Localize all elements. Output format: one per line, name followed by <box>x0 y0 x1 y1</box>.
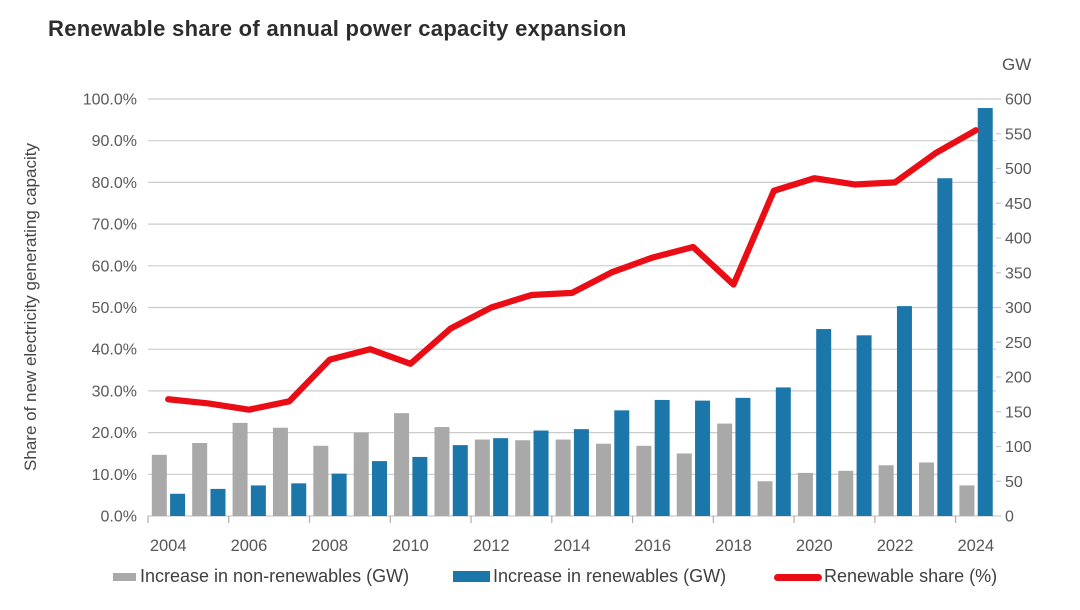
bar-non-renewables-2024 <box>959 485 975 516</box>
bar-non-renewables-2007 <box>272 427 288 516</box>
bar-renewables-2019 <box>775 387 791 516</box>
bar-renewables-2021 <box>856 335 872 516</box>
bar-renewables-2008 <box>331 473 347 516</box>
legend-label-renewables: Increase in renewables (GW) <box>493 566 727 586</box>
left-axis-tick-label: 70.0% <box>92 217 137 234</box>
bar-renewables-2017 <box>695 400 711 516</box>
x-axis-year-label: 2004 <box>150 537 187 555</box>
bar-renewables-2023 <box>937 178 953 517</box>
bar-non-renewables-2012 <box>474 439 490 516</box>
bar-non-renewables-2017 <box>676 453 692 516</box>
bar-non-renewables-2013 <box>515 440 531 516</box>
bar-renewables-2013 <box>533 430 549 516</box>
bar-renewables-2010 <box>412 456 428 516</box>
legend-swatch-renewable-share <box>774 574 822 581</box>
bar-renewables-2005 <box>210 488 226 516</box>
right-axis-tick-label: 550 <box>1005 126 1032 143</box>
right-axis-tick-label: 350 <box>1005 265 1032 282</box>
bar-renewables-2006 <box>250 485 266 516</box>
bar-non-renewables-2023 <box>919 462 935 516</box>
legend-swatch-non-renewables <box>113 573 136 581</box>
x-axis-year-label: 2006 <box>231 537 268 555</box>
x-axis-year-label: 2018 <box>715 537 752 555</box>
bar-renewables-2020 <box>816 329 832 516</box>
legend-swatch-renewables <box>453 571 490 582</box>
x-axis-year-label: 2014 <box>554 537 591 555</box>
left-axis-tick-label: 20.0% <box>92 425 137 442</box>
right-axis-tick-label: 450 <box>1005 196 1032 213</box>
x-axis-year-label: 2020 <box>796 537 833 555</box>
left-axis-tick-label: 80.0% <box>92 175 137 192</box>
left-axis-tick-label: 10.0% <box>92 467 137 484</box>
x-axis-year-label: 2010 <box>392 537 429 555</box>
bar-non-renewables-2018 <box>717 423 733 516</box>
right-axis-tick-label: 200 <box>1005 370 1032 387</box>
chart-title: Renewable share of annual power capacity… <box>48 16 627 41</box>
renewable-share-line <box>165 127 979 413</box>
x-axis-year-label: 2024 <box>957 537 994 555</box>
bar-non-renewables-2016 <box>636 445 652 516</box>
left-axis-tick-label: 30.0% <box>92 383 137 400</box>
right-axis-tick-label: 300 <box>1005 300 1032 317</box>
bar-non-renewables-2009 <box>353 432 369 516</box>
bar-non-renewables-2015 <box>595 443 611 516</box>
bar-renewables-2009 <box>372 461 388 516</box>
bar-non-renewables-2014 <box>555 439 571 516</box>
right-axis-tick-label: 400 <box>1005 231 1032 248</box>
right-axis-unit-label: GW <box>1002 55 1032 74</box>
left-axis-tick-label: 100.0% <box>83 92 137 109</box>
x-axis-year-label: 2016 <box>634 537 671 555</box>
left-axis-tick-label: 40.0% <box>92 342 137 359</box>
right-axis-tick-label: 250 <box>1005 335 1032 352</box>
bar-renewables-2016 <box>654 399 670 516</box>
bar-non-renewables-2022 <box>878 465 894 516</box>
bar-non-renewables-2011 <box>434 427 450 516</box>
right-axis-tick-label: 600 <box>1005 92 1032 109</box>
bar-renewables-2022 <box>896 306 912 516</box>
left-axis-tick-label: 0.0% <box>101 509 137 526</box>
right-axis-tick-label: 100 <box>1005 439 1032 456</box>
right-axis-tick-label: 0 <box>1005 509 1014 526</box>
bar-non-renewables-2006 <box>232 422 248 516</box>
bar-non-renewables-2004 <box>151 454 167 516</box>
bar-non-renewables-2005 <box>192 443 208 516</box>
legend-label-renewable-share: Renewable share (%) <box>824 566 998 586</box>
bar-non-renewables-2008 <box>313 445 329 516</box>
right-axis-tick-label: 150 <box>1005 404 1032 421</box>
left-axis-tick-label: 90.0% <box>92 133 137 150</box>
bar-renewables-2004 <box>170 493 186 516</box>
x-axis-year-label: 2012 <box>473 537 510 555</box>
bar-renewables-2015 <box>614 410 630 516</box>
bar-renewables-2014 <box>573 429 589 516</box>
bar-non-renewables-2020 <box>797 472 813 516</box>
legend-label-non-renewables: Increase in non-renewables (GW) <box>140 566 410 586</box>
x-axis-year-label: 2022 <box>877 537 914 555</box>
bar-non-renewables-2019 <box>757 481 773 516</box>
bar-renewables-2024 <box>977 108 993 516</box>
left-axis-tick-label: 60.0% <box>92 258 137 275</box>
bar-renewables-2012 <box>493 438 509 516</box>
x-axis-year-label: 2008 <box>311 537 348 555</box>
right-axis-tick-label: 50 <box>1005 474 1023 491</box>
bar-non-renewables-2021 <box>838 470 854 516</box>
bar-renewables-2018 <box>735 397 751 516</box>
right-axis-tick-label: 500 <box>1005 161 1032 178</box>
bar-non-renewables-2010 <box>394 413 410 516</box>
bar-renewables-2007 <box>291 483 307 516</box>
left-axis-tick-label: 50.0% <box>92 300 137 317</box>
bar-renewables-2011 <box>452 445 468 516</box>
